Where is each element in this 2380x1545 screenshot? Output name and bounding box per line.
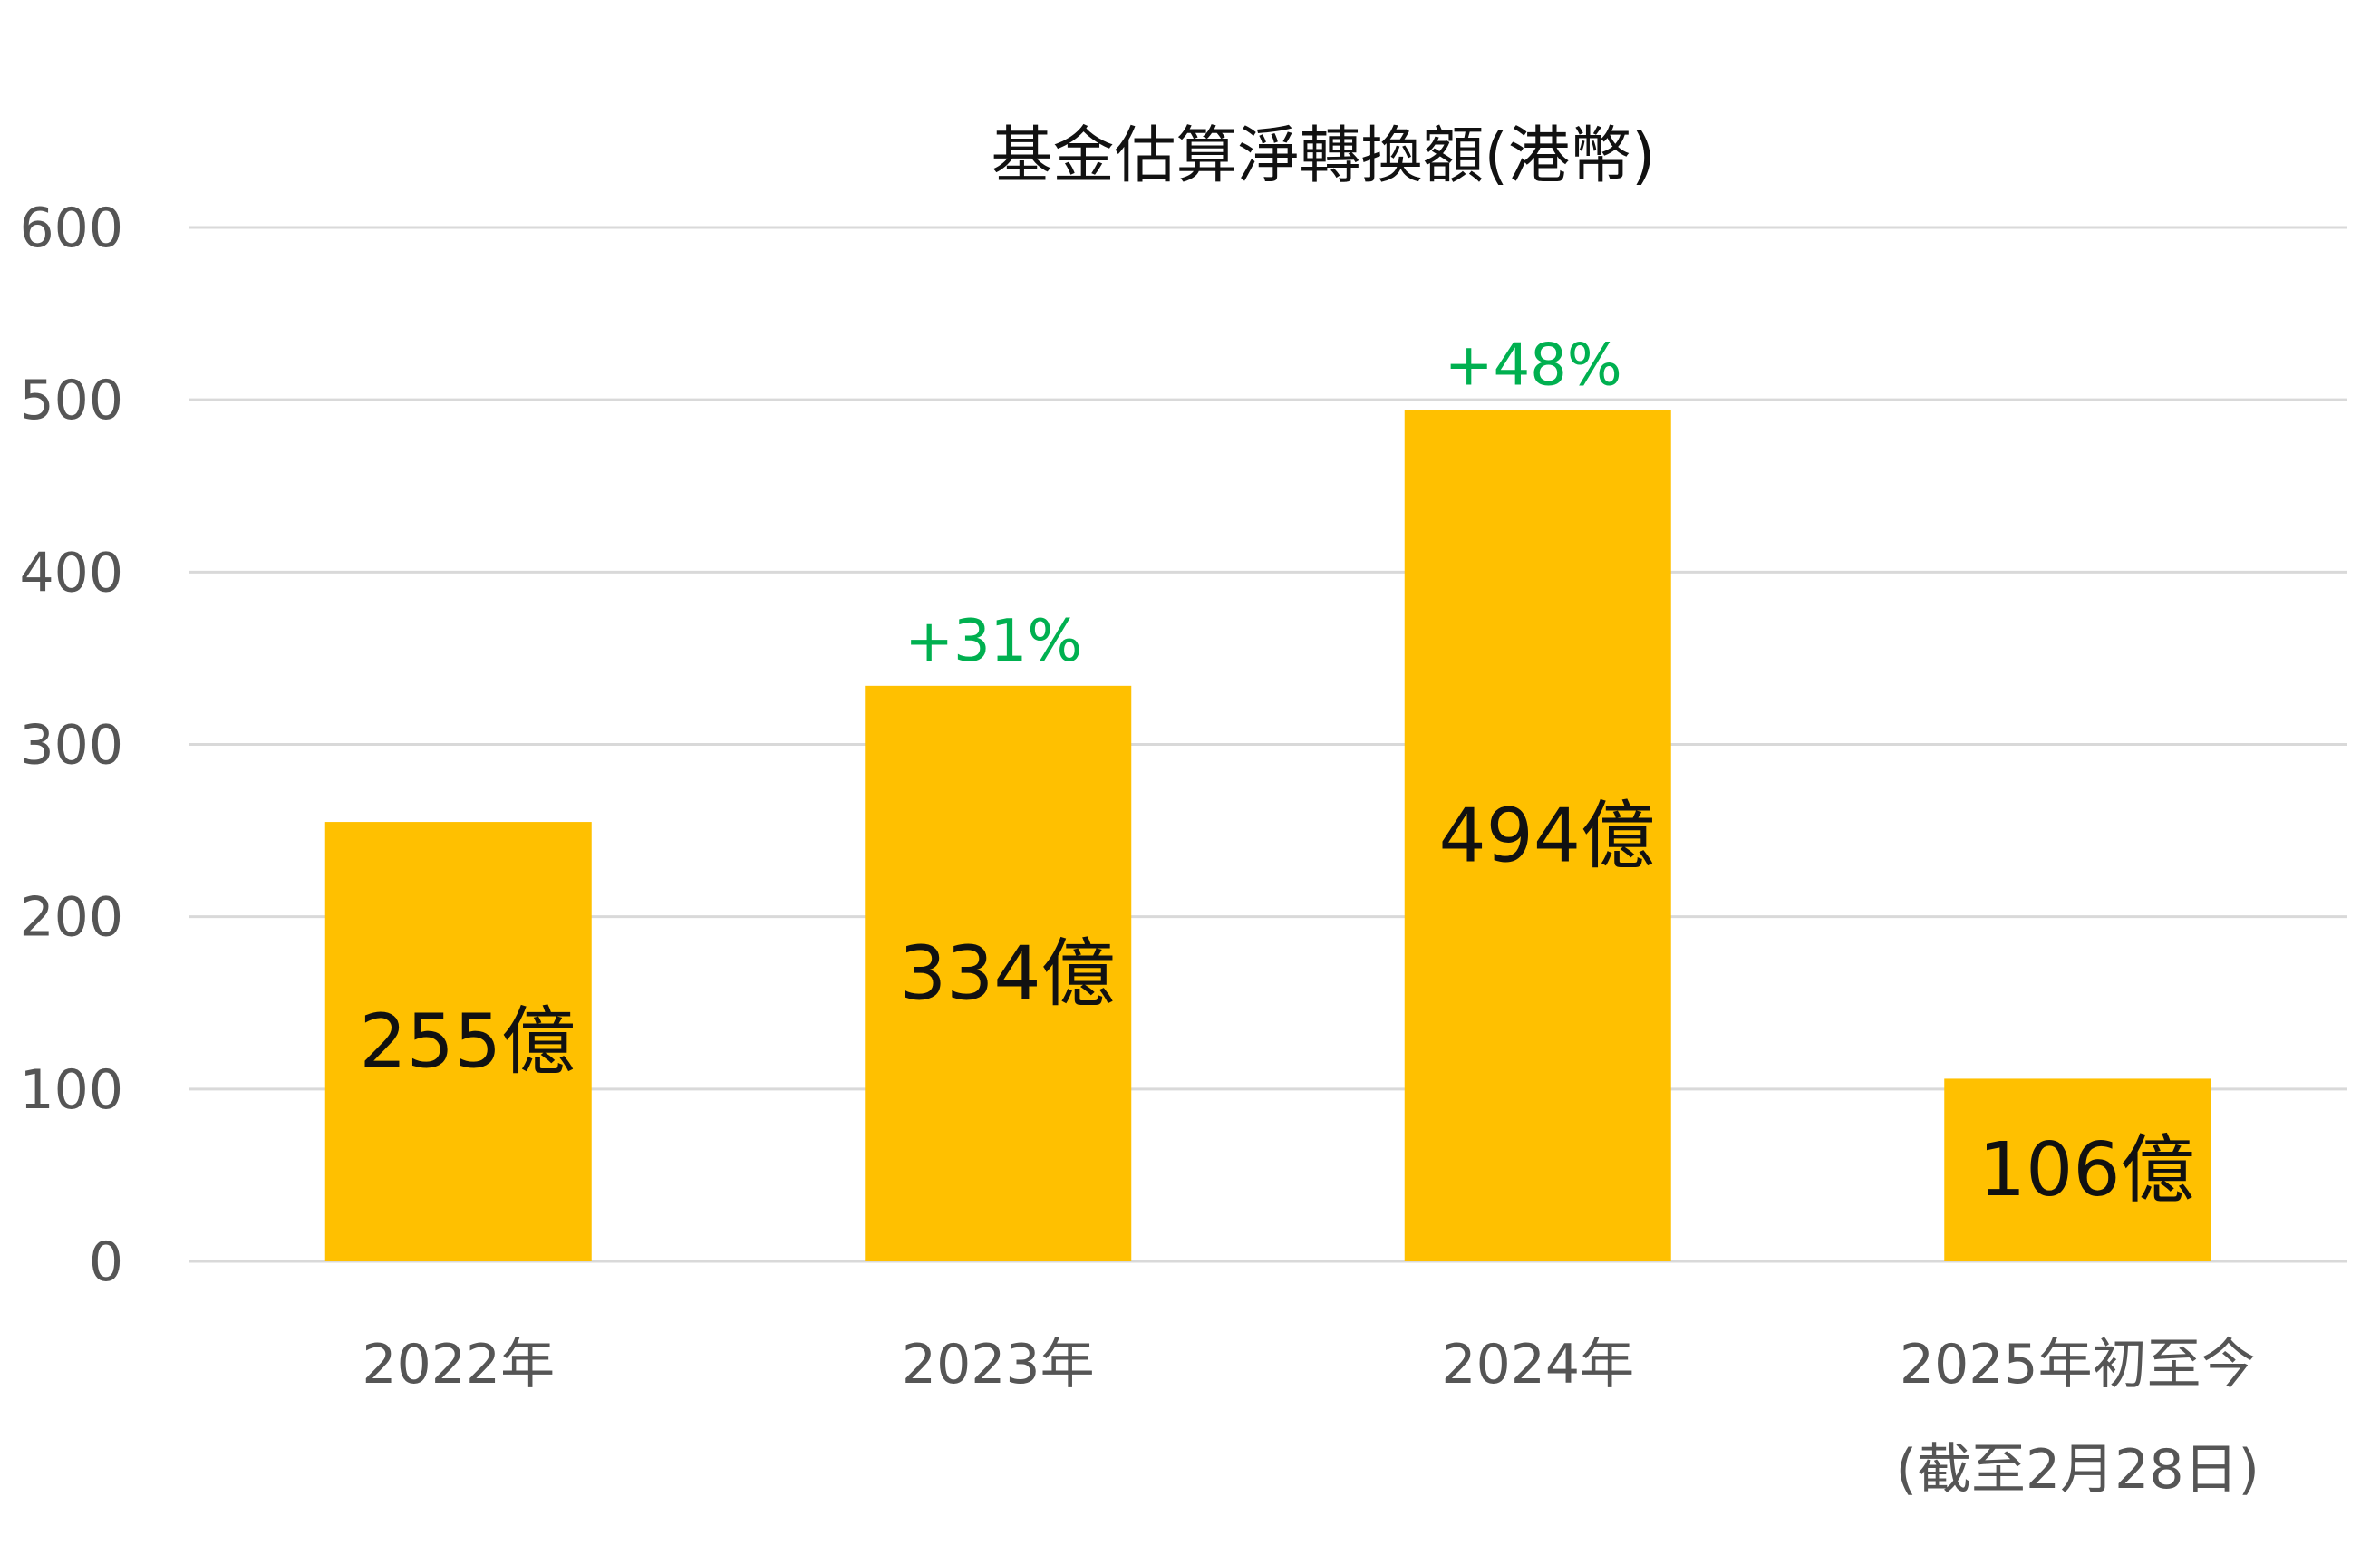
y-tick-label: 400 xyxy=(19,541,123,604)
bar-2 xyxy=(865,685,1132,1261)
bar-1 xyxy=(324,822,592,1261)
x-tick-label: 2022年 xyxy=(362,1333,555,1396)
y-tick-label: 500 xyxy=(19,369,123,432)
x-tick-label: 2025年初至今 xyxy=(1900,1333,2256,1396)
x-tick-label: 2023年 xyxy=(902,1333,1095,1396)
data-labels: 255億 334億 +31% 494億 +48% 106億 xyxy=(359,333,2194,1214)
bars xyxy=(324,410,2211,1261)
x-axis-ticks: 2022年 2023年 2024年 2025年初至今 (截至2月28日) xyxy=(362,1333,2259,1502)
chart-title: 基金估算淨轉換額(港幣) xyxy=(991,121,1655,192)
growth-label: +48% xyxy=(1445,333,1622,400)
bar-value-label: 494億 xyxy=(1438,793,1655,879)
y-tick-label: 300 xyxy=(19,714,123,777)
y-tick-label: 200 xyxy=(19,886,123,950)
y-tick-label: 0 xyxy=(89,1231,123,1294)
y-tick-label: 100 xyxy=(19,1058,123,1122)
bar-value-label: 334億 xyxy=(899,931,1116,1017)
bar-4 xyxy=(1944,1078,2211,1261)
y-axis-ticks: 0 100 200 300 400 500 600 xyxy=(19,197,123,1294)
bar-value-label: 255億 xyxy=(359,999,576,1086)
growth-label: +31% xyxy=(905,608,1082,675)
bar-3 xyxy=(1404,410,1671,1261)
x-tick-label: 2024年 xyxy=(1441,1333,1634,1396)
y-tick-label: 600 xyxy=(19,197,123,260)
x-tick-sublabel: (截至2月28日) xyxy=(1896,1438,2259,1502)
bar-value-label: 106億 xyxy=(1978,1127,2195,1213)
